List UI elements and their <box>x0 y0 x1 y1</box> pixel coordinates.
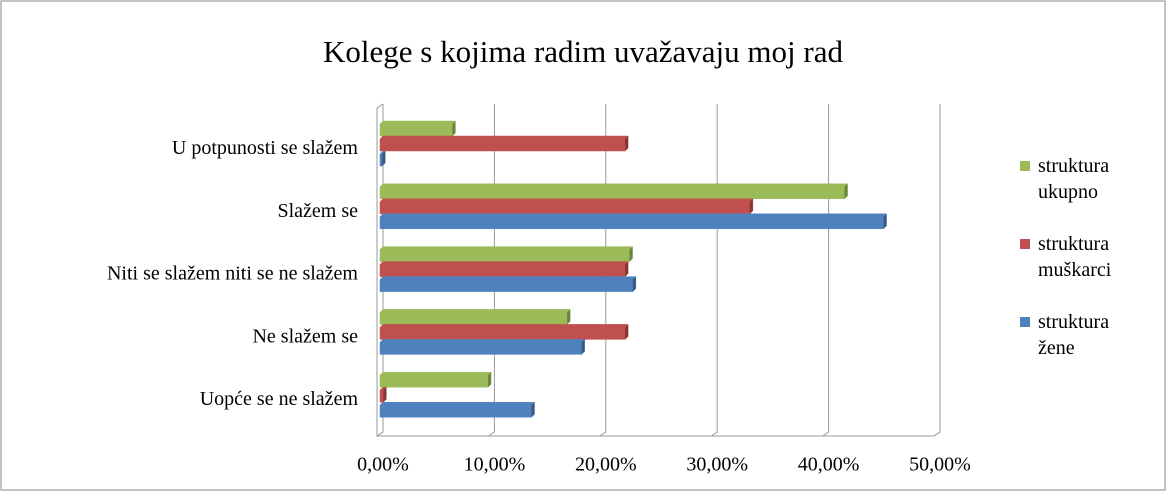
bar <box>379 261 629 278</box>
bar-side <box>625 324 629 340</box>
legend-entry: struktura ukupno <box>1020 153 1148 205</box>
y-tick-label: Ne slažem se <box>252 325 358 347</box>
x-tick-label: 10,00% <box>464 454 526 476</box>
bar-side <box>749 198 753 214</box>
legend-label: struktura žene <box>1038 311 1110 359</box>
x-tick-label: 40,00% <box>798 454 860 476</box>
grid-line <box>933 104 941 437</box>
grid-line <box>822 104 830 437</box>
bar <box>379 135 629 152</box>
bar <box>379 150 386 167</box>
bar <box>379 198 754 215</box>
bar-side <box>383 387 387 403</box>
chart-title: Kolege s kojima radim uvažavaju moj rad <box>323 34 843 69</box>
y-tick-label: Uopće se ne slažem <box>200 388 359 410</box>
bar-side <box>883 213 887 229</box>
bar <box>379 339 585 356</box>
bar-side <box>629 246 633 262</box>
y-tick-label: Slažem se <box>277 200 358 222</box>
legend-entry: struktura žene <box>1020 309 1148 361</box>
bar-side <box>632 276 636 292</box>
x-tick-label: 50,00% <box>909 454 971 476</box>
legend-label: struktura ukupno <box>1038 155 1110 203</box>
bar-side <box>625 136 629 151</box>
bar-side <box>531 402 535 418</box>
y-tick-label: Niti se slažem niti se ne slažem <box>107 263 358 285</box>
legend-swatch <box>1020 239 1030 249</box>
x-tick-label: 0,00% <box>357 454 409 476</box>
bar-side <box>625 261 629 277</box>
bar <box>379 401 535 418</box>
y-tick-label: U potpunosti se slažem <box>172 137 359 159</box>
x-tick-label: 30,00% <box>686 454 748 476</box>
legend-swatch <box>1020 161 1030 171</box>
bar-side <box>844 183 848 199</box>
bar <box>379 120 456 137</box>
bar <box>379 183 848 200</box>
legend-label: struktura muškarci <box>1038 233 1112 281</box>
bar-side <box>567 309 571 325</box>
bar <box>379 246 633 263</box>
bar-side <box>581 339 585 355</box>
bar-side <box>452 121 456 136</box>
bar <box>379 371 492 388</box>
bar <box>379 309 571 326</box>
bar <box>379 324 629 341</box>
legend-entry: struktura muškarci <box>1020 231 1148 283</box>
x-tick-label: 20,00% <box>575 454 637 476</box>
bar <box>379 213 887 230</box>
bar-side <box>488 372 492 388</box>
bar-side <box>382 151 386 166</box>
bar <box>379 276 637 293</box>
legend-swatch <box>1020 317 1030 327</box>
